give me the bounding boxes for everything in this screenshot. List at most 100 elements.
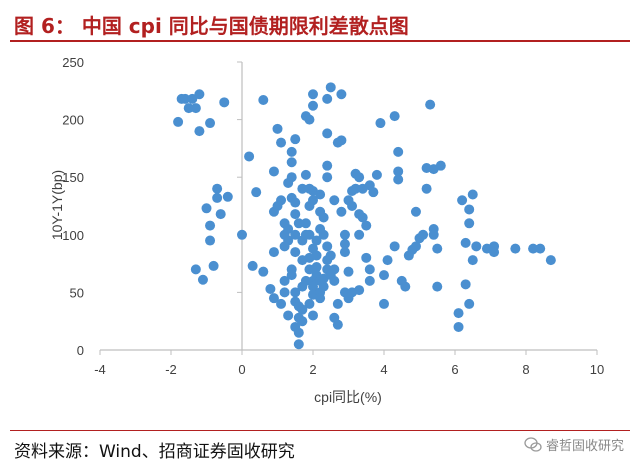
data-point: [205, 220, 216, 231]
data-point: [297, 304, 308, 315]
data-point: [237, 229, 247, 240]
data-point: [300, 169, 311, 180]
data-point: [315, 293, 326, 304]
x-tick-label: 2: [309, 362, 316, 377]
data-point: [268, 293, 279, 304]
source-bar: 资料来源：Wind、招商证券固收研究 睿哲固收研究: [10, 430, 630, 463]
data-point: [457, 195, 468, 206]
data-point: [368, 187, 379, 198]
data-point: [325, 82, 336, 93]
data-point: [329, 195, 340, 206]
data-point: [272, 123, 283, 134]
data-point: [283, 224, 294, 235]
data-point: [290, 209, 301, 220]
data-point: [318, 281, 329, 292]
data-point: [336, 89, 347, 100]
y-tick-label: 200: [62, 113, 84, 128]
data-point: [418, 229, 429, 240]
data-point: [329, 264, 340, 275]
data-point: [190, 264, 201, 275]
data-point: [329, 275, 340, 286]
data-point: [265, 283, 276, 294]
data-point: [364, 264, 375, 275]
data-point: [251, 187, 262, 198]
y-tick-label: 0: [77, 343, 84, 358]
data-point: [535, 243, 546, 254]
data-point: [205, 235, 216, 246]
data-point: [180, 93, 191, 104]
x-tick-label: -2: [165, 362, 177, 377]
data-point: [432, 243, 443, 254]
data-point: [300, 275, 311, 286]
data-point: [371, 169, 382, 180]
data-point: [428, 229, 439, 240]
data-point: [464, 218, 475, 229]
data-point: [315, 189, 326, 200]
x-tick-label: 6: [451, 362, 458, 377]
data-point: [545, 255, 556, 266]
data-point: [308, 281, 318, 292]
y-tick-label: 50: [70, 285, 84, 300]
title-bar: 图 6： 中国 cpi 同比与国债期限利差散点图: [10, 6, 630, 42]
data-point: [364, 275, 375, 286]
wechat-icon: [524, 436, 542, 452]
data-point: [347, 287, 358, 298]
x-tick-label: 10: [590, 362, 604, 377]
x-tick-label: 4: [380, 362, 387, 377]
data-point: [187, 93, 198, 104]
data-point: [247, 260, 258, 271]
data-point: [205, 118, 216, 129]
data-point: [460, 279, 471, 290]
data-point: [308, 310, 318, 321]
data-point: [212, 183, 223, 194]
data-point: [286, 146, 297, 157]
data-point: [311, 262, 322, 273]
data-point: [322, 160, 333, 171]
data-point: [290, 197, 301, 208]
data-point: [212, 192, 223, 203]
data-point: [354, 172, 365, 183]
data-point: [322, 241, 333, 252]
data-point: [279, 287, 290, 298]
data-point: [279, 275, 290, 286]
data-point: [268, 166, 279, 177]
data-point: [322, 128, 333, 139]
data-point: [400, 281, 411, 292]
data-point: [304, 298, 315, 309]
data-point: [361, 220, 372, 231]
data-point: [286, 157, 297, 168]
data-point: [286, 172, 297, 183]
data-point: [528, 243, 539, 254]
data-point: [304, 114, 315, 125]
data-point: [467, 255, 478, 266]
data-point: [361, 252, 372, 263]
data-point: [322, 172, 333, 183]
data-point: [425, 99, 436, 110]
data-point: [339, 247, 350, 258]
data-point: [467, 189, 478, 200]
data-point: [194, 126, 205, 137]
y-tick-label: 100: [62, 228, 84, 243]
data-point: [393, 166, 404, 177]
data-point: [382, 255, 393, 266]
data-point: [300, 218, 311, 229]
x-tick-label: 8: [522, 362, 529, 377]
data-point: [276, 137, 287, 148]
data-point: [283, 310, 294, 321]
data-point: [375, 118, 386, 129]
data-point: [258, 266, 269, 277]
source-note: 资料来源：Wind、招商证券固收研究: [14, 442, 295, 462]
y-tick-label: 250: [62, 55, 84, 70]
data-point: [190, 103, 201, 114]
data-point: [311, 235, 322, 246]
x-tick-label: 0: [238, 362, 245, 377]
data-point: [322, 93, 333, 104]
data-point: [293, 327, 304, 338]
data-point: [339, 239, 350, 250]
data-point: [208, 260, 219, 271]
data-point: [293, 218, 304, 229]
data-point: [286, 270, 297, 281]
chart-title: 图 6： 中国 cpi 同比与国债期限利差散点图: [14, 14, 409, 38]
